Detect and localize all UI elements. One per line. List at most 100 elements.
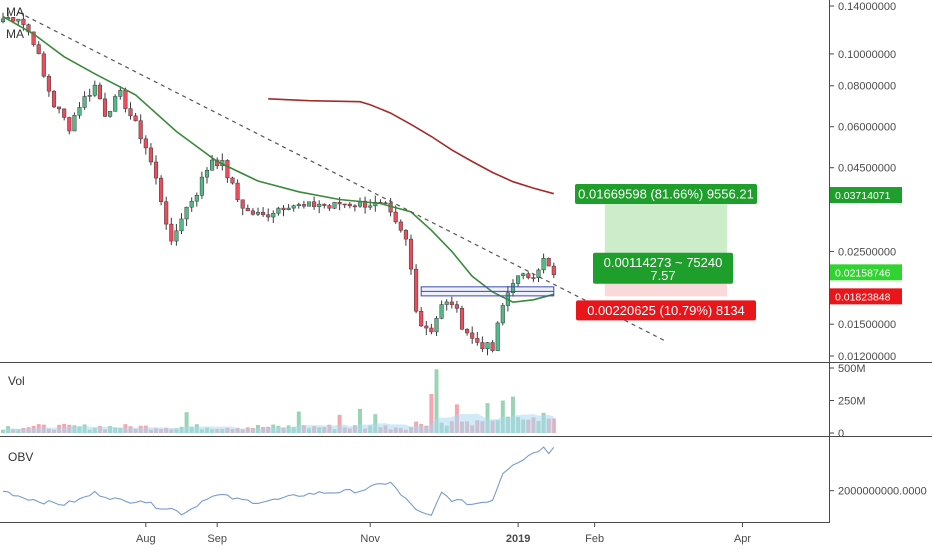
value-tag-loss: 0.01823848 xyxy=(830,288,902,305)
price-lines xyxy=(2,11,667,342)
candle-body xyxy=(0,18,6,22)
volume-bars xyxy=(1,369,556,433)
candle-body xyxy=(352,205,357,208)
candle-body xyxy=(57,106,62,110)
candle-body xyxy=(342,203,347,206)
candle-body xyxy=(31,31,36,45)
candle-body xyxy=(459,308,465,330)
candle-body xyxy=(250,210,255,215)
ma-label-1: MA xyxy=(6,5,24,19)
candle-body xyxy=(164,201,169,225)
volume-ma-area xyxy=(3,413,554,433)
volume-bar xyxy=(434,369,439,433)
candle-body xyxy=(184,206,189,220)
price-tick-label: 0.10000000 xyxy=(838,49,896,61)
candle-body xyxy=(128,108,133,117)
time-axis[interactable]: Aug Sep Nov 2019 Feb Apr xyxy=(136,522,751,545)
moving-average-line[interactable] xyxy=(268,98,555,195)
candle-body xyxy=(383,202,388,204)
profit-label[interactable]: 0.01669598 (81.66%) 9556.21 xyxy=(575,184,757,205)
volume-tick-label: 0 xyxy=(838,428,844,440)
trendline[interactable] xyxy=(18,11,667,342)
candle-body xyxy=(317,203,322,207)
obv-tick-label: 2000000000.0000 xyxy=(838,486,927,498)
volume-axis: 500M 250M 0 xyxy=(829,363,866,440)
price-axis[interactable]: 0.14000000 0.10000000 0.08000000 0.06000000… xyxy=(829,1,896,363)
candle-body xyxy=(179,218,184,232)
price-pane[interactable]: 0.01669598 (81.66%) 9556.21 0.00114273 ~ … xyxy=(0,5,757,356)
candle-body xyxy=(414,268,419,312)
candle-body xyxy=(296,204,301,206)
candle-body xyxy=(133,115,138,121)
candle-body xyxy=(551,265,556,275)
obv-axis: 2000000000.0000 xyxy=(829,486,927,498)
candle-body xyxy=(475,338,480,343)
candle-body xyxy=(291,205,296,209)
profit-label-text: 0.01669598 (81.66%) 9556.21 xyxy=(578,187,754,202)
moving-average-line[interactable] xyxy=(2,15,555,304)
candle-body xyxy=(235,182,240,201)
long-position-tool[interactable]: 0.01669598 (81.66%) 9556.21 0.00114273 ~ … xyxy=(420,184,757,321)
candle-body xyxy=(11,17,16,22)
price-tick-label: 0.06000000 xyxy=(838,122,896,134)
candle-body xyxy=(72,115,77,132)
obv-pane[interactable]: OBV xyxy=(2,446,555,516)
candle-body xyxy=(327,205,332,209)
candle-body xyxy=(332,201,337,209)
price-candles xyxy=(0,11,556,356)
profit-label-box xyxy=(575,184,757,205)
candle-body xyxy=(225,160,230,179)
price-tick-label: 0.08000000 xyxy=(838,81,896,93)
candle-body xyxy=(368,205,373,208)
volume-bar xyxy=(358,408,362,433)
candle-body xyxy=(408,238,414,270)
volume-bar xyxy=(337,414,342,433)
stop-zone[interactable] xyxy=(604,279,728,297)
candle-body xyxy=(138,120,143,140)
candle-body xyxy=(230,177,235,184)
candle-body xyxy=(261,211,266,215)
candle-body xyxy=(51,90,57,108)
candle-body xyxy=(495,322,500,351)
candle-body xyxy=(465,328,470,334)
position-size-label-box xyxy=(593,252,733,284)
candle-body xyxy=(199,176,204,196)
candle-body xyxy=(393,211,398,223)
candle-body xyxy=(541,257,546,271)
candle-body xyxy=(46,75,51,92)
obv-line xyxy=(2,446,555,516)
candle-body xyxy=(62,108,67,118)
candle-body xyxy=(41,53,46,77)
price-tick-label: 0.14000000 xyxy=(838,1,896,13)
candle-body xyxy=(77,107,82,116)
candle-body xyxy=(403,230,408,240)
stop-loss-label-text: 0.00220625 (10.79%) 8134 xyxy=(587,303,745,318)
candle-body xyxy=(92,84,97,96)
candle-body xyxy=(286,207,291,210)
candle-body xyxy=(337,201,342,205)
stop-loss-label[interactable]: 0.00220625 (10.79%) 8134 xyxy=(576,300,756,321)
candle-body xyxy=(281,207,286,210)
candle-body xyxy=(306,201,312,207)
candle-body xyxy=(36,44,41,55)
candle-body xyxy=(189,200,194,208)
candle-body xyxy=(118,90,123,97)
time-tick-label: Feb xyxy=(585,533,604,545)
candle-body xyxy=(424,325,429,329)
candle-body xyxy=(21,18,26,25)
volume-pane[interactable]: Vol xyxy=(1,369,556,433)
value-tag-text: 0.01823848 xyxy=(835,291,891,303)
time-tick-label: 2019 xyxy=(506,533,530,545)
candle-body xyxy=(444,301,449,305)
candle-body xyxy=(490,342,495,351)
candle-body xyxy=(87,94,92,97)
time-tick-label: Nov xyxy=(360,533,380,545)
volume-bar xyxy=(429,394,434,433)
candle-body xyxy=(113,96,118,112)
candle-body xyxy=(240,199,245,209)
value-tag-box xyxy=(830,264,902,281)
candle-body xyxy=(546,257,551,267)
value-tag-box xyxy=(830,187,902,204)
